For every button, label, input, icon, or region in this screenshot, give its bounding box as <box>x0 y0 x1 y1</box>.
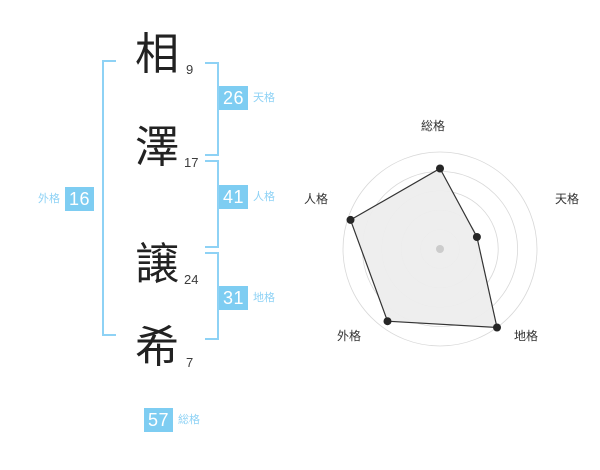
bracket-jinkaku <box>205 160 219 248</box>
radar-series-points <box>346 164 501 332</box>
stroke-count-4: 7 <box>186 355 194 370</box>
badge-tenkaku-value: 26 <box>219 86 249 110</box>
badge-jinkaku-label: 人格 <box>253 190 276 203</box>
radar-point-外格 <box>383 317 392 326</box>
radar-point-地格 <box>493 323 501 332</box>
badge-gaikaku: 16 外格 <box>38 187 95 211</box>
kanji-char-1: 相 <box>135 29 179 80</box>
name-stroke-diagram: 相 9 澤 17 譲 24 希 7 26 天格 41 人格 31 地格 16 外… <box>38 29 275 432</box>
bracket-tenkaku <box>205 62 219 156</box>
badge-jinkaku-value: 41 <box>219 185 249 209</box>
stroke-count-2: 17 <box>184 155 199 170</box>
radar-series-area <box>349 167 498 329</box>
radar-point-人格 <box>346 215 355 224</box>
radar-label-tenkaku: 天格 <box>555 192 580 206</box>
badge-soukaku-label: 総格 <box>178 413 201 426</box>
kanji-char-2: 澤 <box>135 122 179 173</box>
badge-chikaku-label: 地格 <box>253 291 276 304</box>
badge-chikaku: 31 地格 <box>219 286 275 310</box>
stroke-count-3: 24 <box>184 272 199 287</box>
stroke-count-1: 9 <box>186 62 194 77</box>
badge-gaikaku-value: 16 <box>65 187 95 211</box>
radar-chart: 総格 天格 地格 外格 人格 <box>296 108 586 368</box>
badge-tenkaku: 26 天格 <box>219 86 275 110</box>
badge-jinkaku: 41 人格 <box>219 185 275 209</box>
bracket-chikaku <box>205 252 219 340</box>
radar-point-天格 <box>472 233 481 241</box>
radar-label-jinkaku: 人格 <box>304 192 329 206</box>
kanji-char-4: 希 <box>135 322 179 373</box>
radar-label-chikaku: 地格 <box>514 329 539 343</box>
radar-center-dot <box>436 245 444 253</box>
radar-chart-svg <box>342 151 538 347</box>
kanji-char-3: 譲 <box>135 239 179 290</box>
badge-soukaku-value: 57 <box>144 408 174 432</box>
radar-point-総格 <box>436 164 444 173</box>
bracket-gaikaku <box>102 60 116 336</box>
badge-gaikaku-label: 外格 <box>38 192 60 205</box>
radar-label-gaikaku: 外格 <box>337 329 362 343</box>
badge-soukaku: 57 総格 <box>144 408 200 432</box>
badge-tenkaku-label: 天格 <box>253 91 276 104</box>
radar-label-soukaku: 総格 <box>421 119 446 133</box>
badge-chikaku-value: 31 <box>219 286 249 310</box>
